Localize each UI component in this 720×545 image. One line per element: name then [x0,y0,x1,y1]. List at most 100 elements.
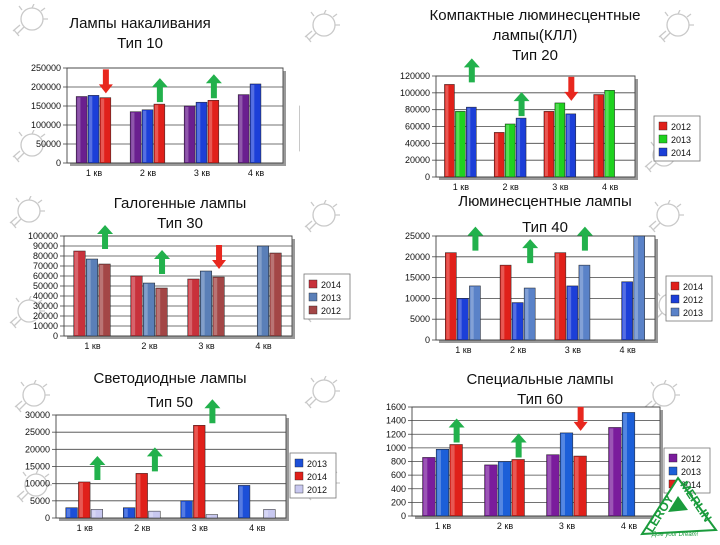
bar [195,101,208,164]
legend-swatch [658,147,668,157]
bar [593,94,604,178]
x-tick-label: 4 кв [249,523,265,533]
bar [493,132,505,178]
bar-chart-type-50: 0 5000 10000 15000 20000 25000 30000 1 кв 2 кв 3 … [25,399,337,533]
bulb-sketch-icon [300,9,342,48]
bar [153,103,166,164]
legend-swatch [668,466,678,476]
trend-arrow-up [463,58,480,83]
x-tick-label: 3 кв [559,521,575,531]
y-tick-label: 0 [56,158,61,168]
bar-highlight [154,105,159,162]
bar-highlight [467,108,471,176]
bar-highlight [423,458,428,515]
bar-highlight [136,474,141,517]
trend-arrow-up [204,399,221,424]
bar [237,94,250,164]
bar [249,83,262,164]
bulb-sketch-icon [8,3,50,42]
bulb-sketch-icon [300,375,342,414]
bar [444,84,455,178]
bulb-sketch-icon [654,9,696,48]
x-tick-label: 3 кв [192,523,208,533]
bar [554,102,566,178]
bar-highlight [77,97,81,162]
legend-label: 2014 [683,282,703,292]
y-tick-label: 5000 [410,314,430,324]
bar [142,282,156,337]
y-tick-label: 0 [53,331,58,341]
bar-highlight [87,260,91,335]
chart-panel-type-50: Светодиодные лампы Тип 50 0 5000 10000 1500… [0,365,360,540]
legend-swatch [670,307,680,317]
y-tick-label: 150000 [31,101,61,111]
bar [546,454,560,517]
bar-highlight [181,501,186,517]
y-tick-label: 20000 [405,155,430,165]
bar [573,455,587,517]
bar [445,252,457,341]
bar [129,111,142,164]
bar-highlight [74,252,79,335]
bar [455,111,466,178]
bar-highlight [470,286,474,339]
y-tick-label: 60000 [405,122,430,132]
chart-title: Лампы накаливания Тип 10 [50,14,230,54]
y-tick-label: 40000 [33,291,58,301]
bar-highlight [239,95,243,162]
x-tick-label: 1 кв [84,341,100,351]
chart-title-line-2: лампы(КЛЛ) [492,27,578,44]
legend-label: 2012 [307,485,327,495]
bar [99,97,112,164]
chart-panel-type-60: Специальные лампы Тип 60 0 200 400 600 800 10… [360,360,720,540]
chart-title-line-2: Тип 50 [147,394,193,411]
legend-swatch [308,292,318,302]
bar-highlight [239,486,243,517]
bar-highlight [450,445,455,515]
bar [238,485,251,519]
x-tick-label: 2 кв [503,182,519,192]
bar-highlight [513,303,517,339]
bulb-sketch-icon [5,295,47,334]
legend-label: 2012 [671,122,691,132]
bar-highlight [149,512,154,517]
bar [141,109,154,164]
bar [604,90,615,178]
y-tick-label: 80000 [33,251,58,261]
y-tick-label: 80000 [405,105,430,115]
bar-highlight [144,284,148,335]
y-tick-label: 120000 [400,71,430,81]
bar-highlight [207,515,211,517]
trend-arrow-up [89,455,106,480]
bar [515,117,527,178]
bar-highlight [131,112,135,162]
x-tick-label: 2 кв [141,341,157,351]
bar [435,448,450,517]
y-tick-label: 50000 [33,281,58,291]
y-tick-label: 25000 [25,427,50,437]
legend-label: 2014 [671,148,691,158]
bar [65,507,78,519]
x-tick-label: 4 кв [621,521,637,531]
bar [621,412,636,517]
bulb-sketch-icon [12,469,54,508]
x-tick-label: 1 кв [77,523,93,533]
y-tick-label: 1000 [386,443,406,453]
bar [199,270,213,337]
chart-panel-type-40: Люминесцентные лампы Тип 40 0 5000 10000 15… [360,190,720,355]
chart-title: Светодиодные лампы Тип 50 [60,369,280,413]
x-tick-label: 3 кв [565,345,581,355]
bar-highlight [264,510,269,517]
bar-highlight [208,101,213,162]
y-tick-label: 0 [425,172,430,182]
bar-highlight [92,510,96,517]
trend-arrow-up [510,433,527,458]
bar-highlight [445,85,449,176]
legend-swatch [658,134,668,144]
bar-highlight [194,426,198,517]
bar [523,287,536,341]
bar [135,473,148,519]
trend-arrow-up [151,78,168,103]
chart-title-line-2: Тип 60 [517,391,563,408]
bar-highlight [605,91,609,176]
